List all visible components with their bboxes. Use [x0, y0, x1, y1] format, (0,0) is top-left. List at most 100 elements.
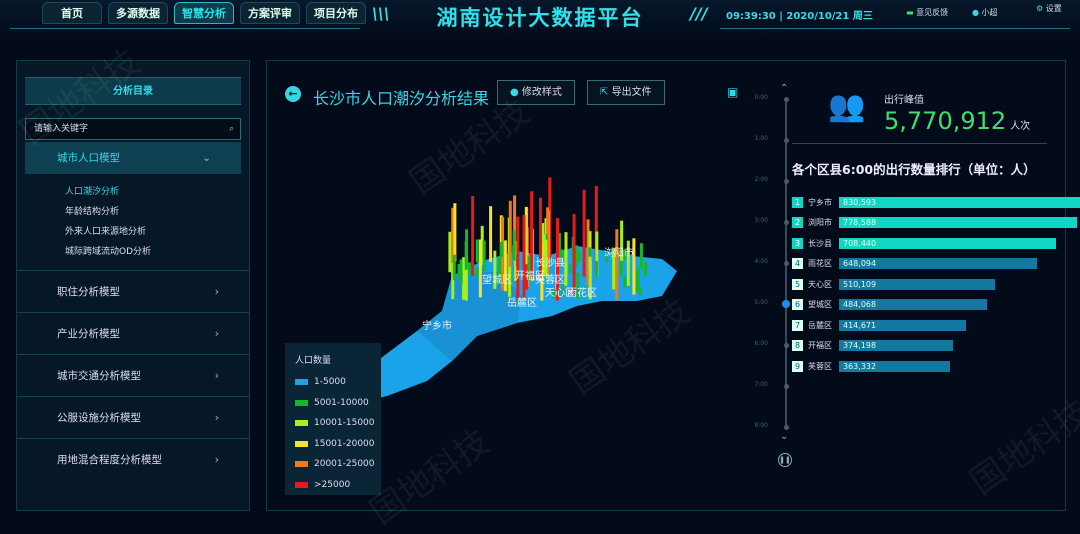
time-slider[interactable]: ⌃ 0:00 1:00 2:00 3:00 4:00 5:00 6:00 7:00 8:00 ⌄… [755, 81, 802, 471]
legend-item: 20001-25000 [285, 454, 381, 475]
sidebar-group-jobs-housing[interactable]: 职住分析模型 › [17, 270, 249, 312]
timeline-dot[interactable] [783, 178, 789, 184]
pause-icon[interactable]: ❚❚ [778, 453, 792, 467]
sidebar-group-traffic[interactable]: 城市交通分析模型 › [17, 354, 249, 396]
timeline-dot[interactable] [783, 137, 789, 143]
timeline-dot[interactable] [783, 260, 789, 266]
population-column [557, 232, 561, 258]
population-column [612, 248, 616, 290]
legend-label: 1-5000 [314, 377, 346, 388]
legend-swatch [295, 379, 308, 386]
timeline-dot[interactable] [783, 96, 789, 102]
deco-slashes-icon: /// [690, 4, 708, 23]
population-column [594, 261, 598, 277]
chevron-up-icon[interactable]: ⌃ [780, 83, 789, 94]
legend-item: 1-5000 [285, 372, 381, 393]
population-column [548, 177, 552, 260]
population-column [636, 267, 640, 283]
sidebar-item-migrant-origin[interactable]: 外来人口来源地分析 [65, 227, 147, 237]
image-icon[interactable]: ▣ [727, 85, 739, 99]
legend-swatch [295, 461, 308, 468]
timeline-tick-label[interactable]: 2:00 [754, 176, 768, 183]
district-name: 雨花区 [808, 259, 832, 268]
ranking-row: 7 岳麓区 414,671 [792, 319, 966, 331]
legend-title: 人口数量 [295, 356, 332, 366]
timeline-tick-label[interactable]: 7:00 [754, 381, 768, 388]
nav-smart-analysis[interactable]: 智慧分析 [174, 2, 234, 24]
population-column [471, 196, 475, 276]
timeline-tick-label[interactable]: 8:00 [754, 422, 768, 429]
settings-button[interactable]: ⚙ 设置 [1036, 3, 1062, 14]
timeline-dot[interactable] [783, 219, 789, 225]
nav-project-distribution[interactable]: 项目分布 [306, 2, 366, 24]
population-column [457, 263, 461, 277]
chevron-down-icon[interactable]: ⌄ [780, 431, 789, 442]
map-district-label: 望城区 [482, 273, 512, 286]
top-bar: 首页 多源数据 智慧分析 方案评审 项目分布 \\\ 湖南设计大数据平台 ///… [0, 0, 1080, 40]
analysis-sidebar: 分析目录 请输入关键字 ⌕ 城市人口模型 ⌄ 人口潮汐分析 年龄结构分析 外来人口来… [16, 60, 250, 511]
chevron-right-icon: › [214, 412, 219, 424]
user-menu[interactable]: ● 小超 [972, 7, 998, 18]
population-column [582, 189, 586, 277]
sidebar-item-population-tide[interactable]: 人口潮汐分析 [65, 187, 120, 197]
export-file-button[interactable]: ⇱ 导出文件 [587, 80, 665, 105]
map-district-label: 浏阳市 [604, 246, 634, 259]
nav-plan-review[interactable]: 方案评审 [240, 2, 300, 24]
people-icon: 👥 [828, 89, 866, 124]
feedback-label: 意见反馈 [916, 8, 949, 17]
district-name: 长沙县 [808, 238, 832, 248]
button-label: 导出文件 [611, 87, 652, 98]
timeline-tick-label[interactable]: 4:00 [754, 258, 768, 265]
chevron-right-icon: › [214, 328, 219, 340]
population-column [530, 191, 534, 279]
ranking-bar: 484,068 [839, 299, 988, 310]
district-name: 浏阳市 [808, 218, 832, 227]
population-column [623, 276, 627, 289]
nav-home[interactable]: 首页 [42, 2, 102, 24]
feedback-button[interactable]: ▬ 意见反馈 [906, 7, 948, 18]
district-name: 岳麓区 [808, 320, 832, 330]
population-column [588, 259, 592, 300]
ranking-row: 5 天心区 510,109 [792, 278, 995, 290]
main-nav: 首页 多源数据 智慧分析 方案评审 项目分布 [42, 2, 366, 24]
timeline-current-handle[interactable] [782, 300, 790, 308]
timeline-tick-label[interactable]: 6:00 [754, 340, 768, 347]
population-column [514, 241, 518, 282]
timeline-tick-label[interactable]: 5:00 [754, 299, 768, 306]
divider [10, 28, 360, 29]
sidebar-group-industry[interactable]: 产业分析模型 › [17, 312, 249, 354]
sidebar-group-land-use-mix[interactable]: 用地混合程度分析模型 › [17, 438, 249, 480]
back-arrow-icon[interactable]: ← [285, 86, 301, 102]
sidebar-group-public-facilities[interactable]: 公服设施分析模型 › [17, 396, 249, 438]
timeline-tick-label[interactable]: 0:00 [754, 94, 768, 101]
population-column [594, 186, 598, 272]
population-column [639, 287, 643, 296]
nav-multi-source-data[interactable]: 多源数据 [108, 2, 168, 24]
population-column [544, 239, 548, 277]
divider [792, 143, 1047, 144]
rank-badge: 2 [792, 217, 803, 228]
feedback-icon: ▬ [906, 8, 914, 17]
ranking-row: 6 望城区 484,068 [792, 299, 988, 311]
timeline-tick-label[interactable]: 3:00 [754, 217, 768, 224]
sidebar-item-intercity-od[interactable]: 城际跨域流动OD分析 [65, 247, 152, 257]
sidebar-title: 分析目录 [25, 77, 241, 105]
keyword-search-input[interactable]: 请输入关键字 ⌕ [25, 118, 241, 140]
timeline-dot[interactable] [783, 424, 789, 430]
ranking-row: 9 芙蓉区 363,332 [792, 360, 951, 372]
legend-item: 10001-15000 [285, 413, 381, 434]
sidebar-group-city-population[interactable]: 城市人口模型 ⌄ [25, 142, 241, 174]
group-label: 用地混合程度分析模型 [57, 454, 162, 466]
population-column [489, 206, 493, 263]
timeline-dot[interactable] [783, 342, 789, 348]
population-column [503, 240, 507, 292]
population-column [498, 257, 502, 284]
timeline-tick-label[interactable]: 1:00 [754, 135, 768, 142]
sidebar-item-age-structure[interactable]: 年龄结构分析 [65, 207, 120, 217]
modify-style-button[interactable]: ● 修改样式 [497, 80, 575, 105]
rank-badge: 4 [792, 258, 803, 269]
search-icon[interactable]: ⌕ [228, 124, 234, 134]
timeline-dot[interactable] [783, 383, 789, 389]
ranking-bar: 510,109 [839, 278, 995, 290]
